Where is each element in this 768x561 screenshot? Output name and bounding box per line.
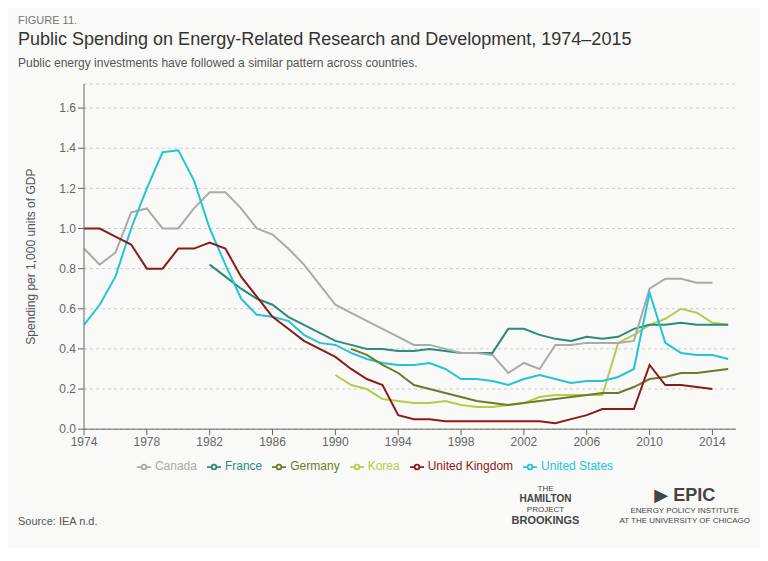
html-text:United Kingdom: United Kingdom: [427, 459, 514, 474]
svg-text:2014: 2014: [699, 435, 726, 449]
html-text:Germany: Germany: [290, 459, 340, 474]
html-text:PROJECT: PROJECT: [526, 504, 565, 514]
html-text:Public Spending on Energy-Rela: Public Spending on Energy-Related Resear…: [18, 29, 632, 49]
svg-text:1986: 1986: [259, 435, 286, 449]
svg-text:1.0: 1.0: [59, 222, 76, 236]
svg-text:1978: 1978: [133, 435, 160, 449]
svg-text:Spending per 1,000 units of GD: Spending per 1,000 units of GDP: [24, 169, 38, 345]
html-text:United States: United States: [541, 459, 614, 474]
svg-text:2002: 2002: [511, 435, 538, 449]
svg-text:1.4: 1.4: [59, 141, 76, 155]
svg-text:2010: 2010: [636, 435, 663, 449]
svg-text:0.0: 0.0: [59, 422, 76, 436]
svg-text:2006: 2006: [573, 435, 600, 449]
html-text:THE: THE: [537, 484, 554, 493]
html-text:ENERGY POLICY INSTITUTE: ENERGY POLICY INSTITUTE: [630, 506, 739, 516]
svg-text:1990: 1990: [322, 435, 349, 449]
html-text:▶ EPIC: ▶ EPIC: [654, 484, 716, 505]
svg-text:0.6: 0.6: [59, 302, 76, 316]
html-text:Source: IEA n.d.: Source: IEA n.d.: [18, 514, 98, 527]
html-text:FIGURE 11.: FIGURE 11.: [18, 14, 78, 26]
svg-text:0.2: 0.2: [59, 382, 76, 396]
html-text:BROOKINGS: BROOKINGS: [511, 513, 580, 526]
svg-text:1994: 1994: [385, 435, 412, 449]
svg-text:0.8: 0.8: [59, 262, 76, 276]
svg-text:1982: 1982: [196, 435, 223, 449]
html-text:France: France: [224, 459, 263, 474]
html-text:Canada: Canada: [154, 459, 197, 474]
svg-text:1998: 1998: [448, 435, 475, 449]
svg-text:0.4: 0.4: [59, 342, 76, 356]
html-text:HAMILTON: HAMILTON: [519, 493, 572, 505]
svg-text:1.2: 1.2: [59, 182, 76, 196]
html-text:AT THE UNIVERSITY OF CHICAGO: AT THE UNIVERSITY OF CHICAGO: [619, 516, 750, 525]
html-text:Korea: Korea: [367, 459, 400, 474]
html-text:Public energy investments have: Public energy investments have followed …: [18, 56, 418, 70]
svg-text:1.6: 1.6: [59, 101, 76, 115]
svg-text:1974: 1974: [71, 435, 98, 449]
